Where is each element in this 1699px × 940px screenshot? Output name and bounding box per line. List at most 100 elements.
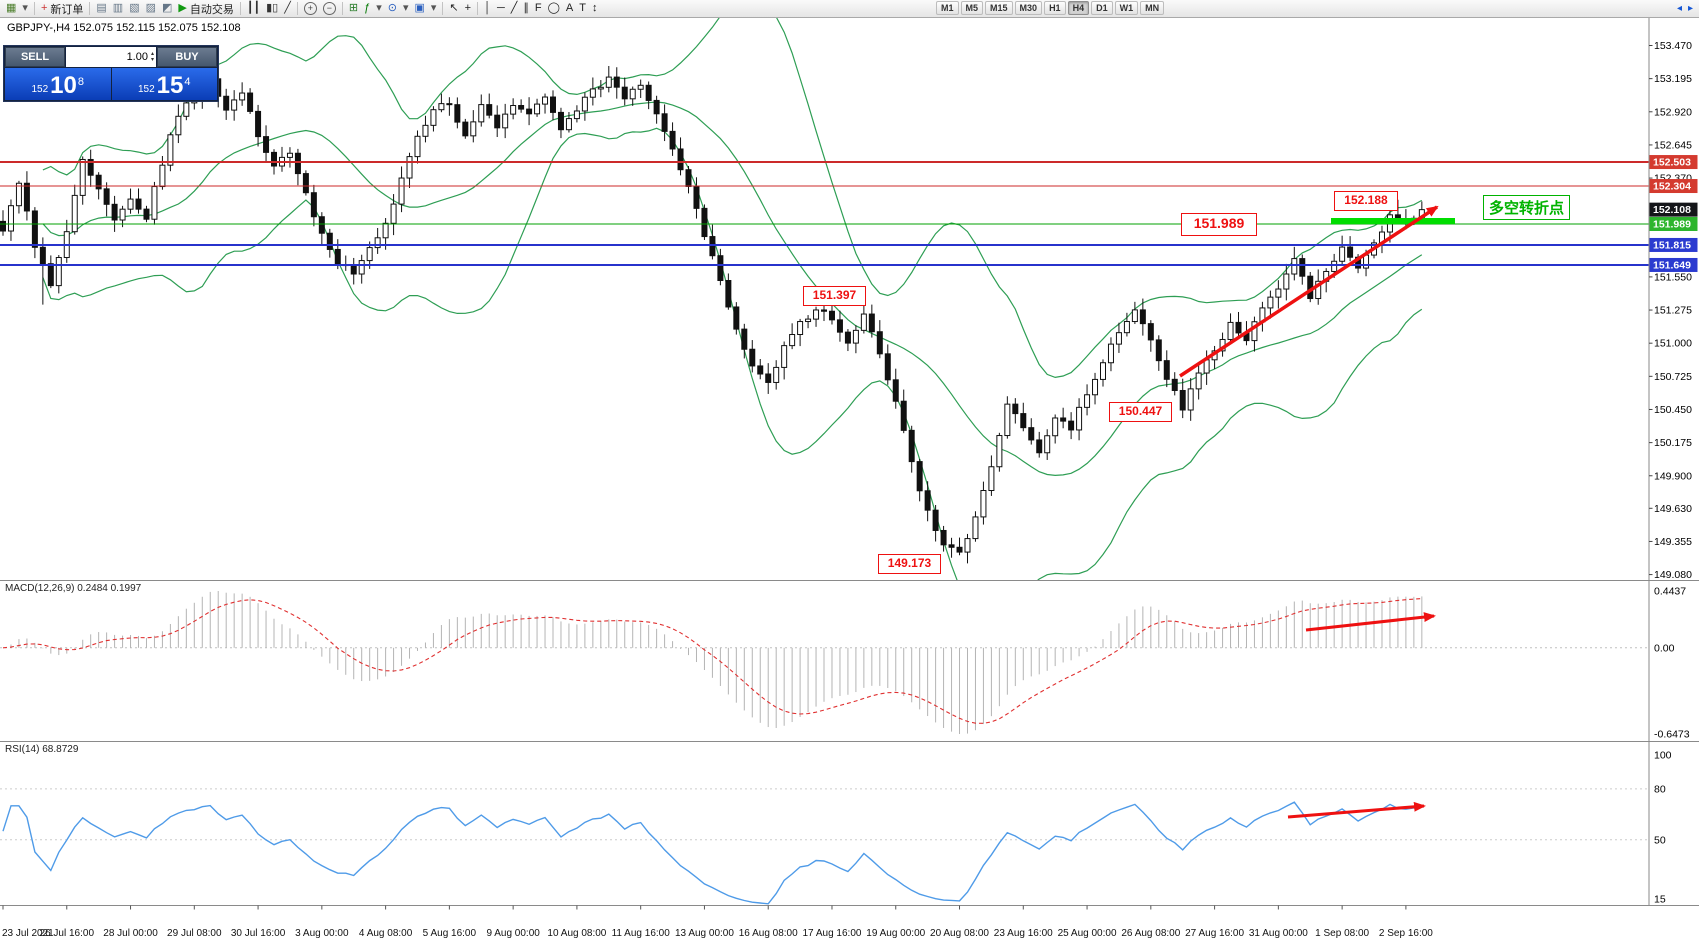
cursor-icon[interactable]: ↖: [447, 1, 460, 16]
text-tool-icon[interactable]: A: [564, 1, 575, 16]
svg-text:152.503: 152.503: [1653, 157, 1691, 169]
svg-text:150.725: 150.725: [1654, 371, 1692, 383]
timeframe-w1[interactable]: W1: [1114, 1, 1139, 15]
toolbar-separator: [442, 2, 444, 15]
channel-icon: ∥: [523, 2, 529, 14]
chart-shift-icon[interactable]: ▸: [1686, 1, 1695, 16]
period-caret-icon[interactable]: ▾: [401, 1, 411, 16]
timeframe-d1[interactable]: D1: [1091, 1, 1113, 15]
sell-button[interactable]: SELL: [5, 47, 65, 67]
svg-text:23 Aug 16:00: 23 Aug 16:00: [994, 928, 1053, 939]
timeframe-m1[interactable]: M1: [936, 1, 959, 15]
svg-text:28 Jul 00:00: 28 Jul 00:00: [103, 928, 158, 939]
fibonacci-icon: F: [534, 2, 542, 14]
channel-icon[interactable]: ∥: [521, 1, 531, 16]
timeframe-h4[interactable]: H4: [1067, 1, 1090, 15]
navigator-icon: ▧: [129, 2, 140, 14]
trend-arrow[interactable]: [1287, 801, 1426, 819]
svg-text:152.304: 152.304: [1653, 181, 1691, 193]
timeframe-mn[interactable]: MN: [1140, 1, 1165, 15]
autotrade-button[interactable]: ▶ 自动交易: [176, 1, 235, 16]
svg-text:29 Jul 08:00: 29 Jul 08:00: [167, 928, 222, 939]
new-chart-icon[interactable]: ▦: [4, 1, 18, 16]
price-axis-badge: [1649, 237, 1698, 252]
data-window-icon[interactable]: ▥: [111, 1, 125, 16]
volume-field[interactable]: 1.00 ▴ ▾: [66, 47, 156, 67]
period-icon[interactable]: ⊙: [386, 1, 399, 16]
trade-panel-controls: SELL 1.00 ▴ ▾ BUY: [5, 47, 217, 67]
trend-arrow[interactable]: [1179, 205, 1439, 378]
svg-text:149.080: 149.080: [1654, 569, 1692, 581]
price-axis-badge: [1649, 179, 1698, 194]
indicators-caret-icon[interactable]: ▾: [374, 1, 384, 16]
svg-text:152.920: 152.920: [1654, 106, 1692, 118]
timeframe-m15[interactable]: M15: [985, 1, 1013, 15]
fibonacci-icon[interactable]: F: [533, 1, 544, 16]
template-icon: ▣: [414, 2, 425, 14]
macd-panel[interactable]: [0, 591, 1649, 734]
symbol-ohlc-header: GBPJPY-,H4 152.075 152.115 152.075 152.1…: [7, 22, 241, 34]
indicators-icon: ƒ: [364, 2, 371, 14]
timeframe-h1[interactable]: H1: [1044, 1, 1066, 15]
toolbar-right-group: ◂ ▸: [1674, 1, 1696, 16]
svg-text:25 Aug 00:00: 25 Aug 00:00: [1058, 928, 1117, 939]
trendline-icon[interactable]: ╱: [509, 1, 520, 16]
timeframe-group: M1 M5 M15 M30 H1 H4 D1 W1 MN: [935, 1, 1165, 15]
candlestick-type-icon[interactable]: ▮▯: [264, 1, 280, 16]
buy-price[interactable]: 152 15 4: [111, 68, 217, 100]
svg-text:100: 100: [1654, 750, 1672, 762]
zoom-out-icon[interactable]: −: [321, 1, 338, 16]
chart-scroll-icon[interactable]: ◂: [1675, 1, 1684, 16]
svg-text:30 Jul 16:00: 30 Jul 16:00: [231, 928, 286, 939]
sell-price-prefix: 152: [31, 84, 49, 95]
navigator-icon[interactable]: ▧: [127, 1, 141, 16]
price-axis-badge: [1649, 257, 1698, 272]
crosshair-icon[interactable]: +: [463, 1, 473, 16]
strategy-tester-icon: ◩: [162, 2, 173, 14]
volume-down-icon[interactable]: ▾: [150, 57, 154, 63]
label-tool-icon[interactable]: T: [577, 1, 588, 16]
svg-text:152.108: 152.108: [1653, 204, 1691, 216]
svg-text:149.630: 149.630: [1654, 503, 1692, 515]
horizontal-line-icon[interactable]: ─: [495, 1, 507, 16]
terminal-icon[interactable]: ▨: [144, 1, 158, 16]
trend-arrow[interactable]: [1305, 612, 1436, 632]
zoom-in-icon[interactable]: +: [302, 1, 319, 16]
sell-price[interactable]: 152 10 8: [5, 68, 111, 100]
volume-up-icon[interactable]: ▴: [150, 51, 154, 57]
rsi-panel[interactable]: [0, 788, 1649, 905]
buy-button[interactable]: BUY: [157, 47, 217, 67]
price-axis[interactable]: 153.470153.195152.920152.645152.370151.5…: [1648, 18, 1698, 906]
svg-text:151.000: 151.000: [1654, 338, 1692, 350]
timeframe-m30[interactable]: M30: [1014, 1, 1043, 15]
main-chart-panel[interactable]: [0, 0, 1649, 613]
template-caret-icon[interactable]: ▾: [429, 1, 439, 16]
line-chart-type-icon[interactable]: ╱: [282, 1, 293, 16]
arrows-tool-icon[interactable]: ↕: [590, 1, 600, 16]
strategy-tester-icon[interactable]: ◩: [160, 1, 174, 16]
new-order-button[interactable]: + 新订单: [39, 1, 85, 16]
chart-list-caret-icon[interactable]: ▾: [20, 1, 30, 16]
svg-text:1 Sep 08:00: 1 Sep 08:00: [1315, 928, 1369, 939]
timeframe-m5[interactable]: M5: [960, 1, 984, 15]
svg-text:150.450: 150.450: [1654, 404, 1692, 416]
template-icon[interactable]: ▣: [412, 1, 426, 16]
vertical-line-icon[interactable]: │: [482, 1, 493, 16]
indicators-icon[interactable]: ƒ: [362, 1, 372, 16]
bar-chart-type-icon[interactable]: ┃┃: [245, 1, 262, 16]
svg-text:15: 15: [1654, 894, 1666, 906]
trendline-icon: ╱: [510, 2, 518, 14]
tile-windows-icon[interactable]: ⊞: [347, 1, 360, 16]
market-watch-icon[interactable]: ▤: [94, 1, 108, 16]
chart-shift-icon: ▸: [1687, 3, 1693, 14]
zoom-out-icon: −: [322, 2, 336, 15]
svg-text:151.550: 151.550: [1654, 271, 1692, 283]
bar-chart-type-icon: ┃┃: [246, 2, 261, 14]
svg-text:150.175: 150.175: [1654, 437, 1692, 449]
toolbar-separator: [89, 2, 91, 15]
shapes-icon[interactable]: ◯: [546, 1, 562, 16]
zoom-in-icon: +: [303, 2, 317, 15]
text-tool-icon: A: [565, 2, 574, 14]
